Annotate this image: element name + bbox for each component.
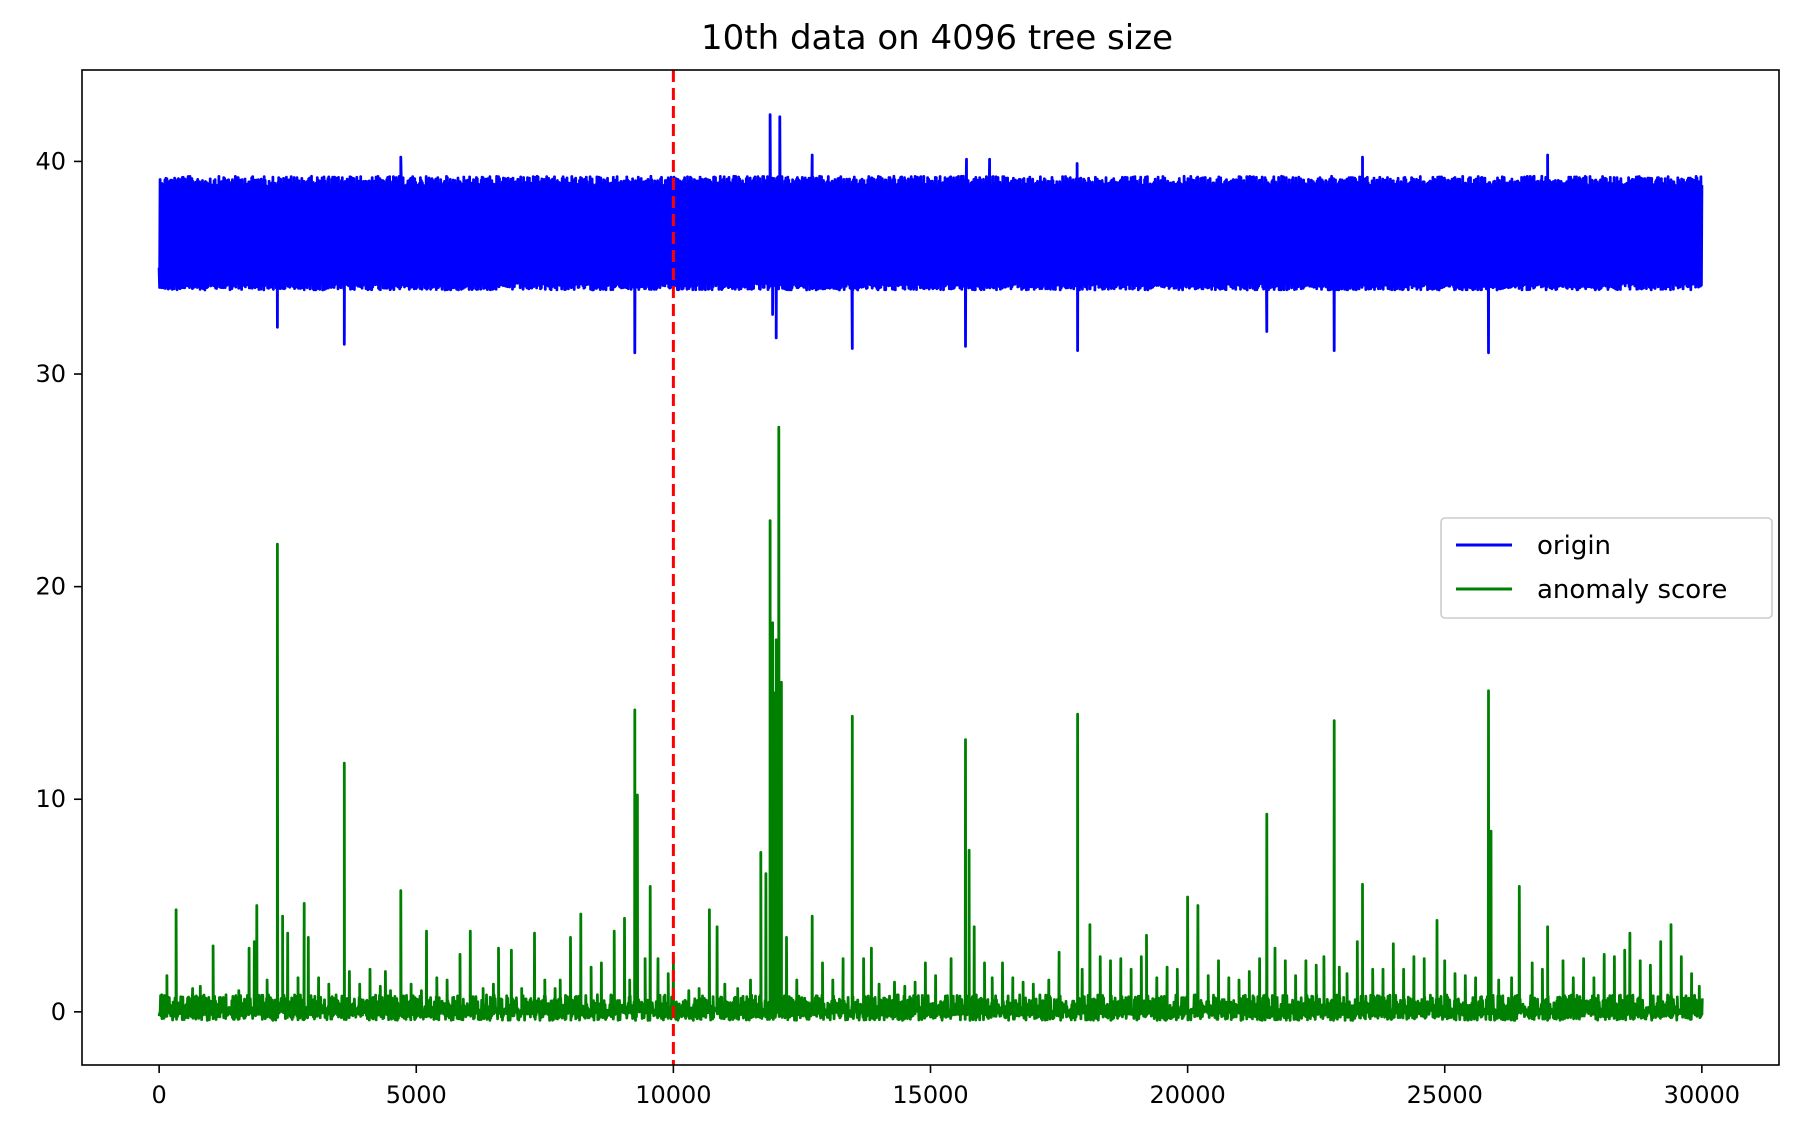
y-tick-label-2: 20 (35, 573, 66, 601)
x-tick-label-2: 10000 (635, 1081, 711, 1109)
chart-title: 10th data on 4096 tree size (701, 18, 1173, 58)
legend-box (1440, 517, 1773, 619)
legend: origin anomaly score (1440, 517, 1773, 619)
x-tick-label-6: 30000 (1664, 1081, 1740, 1109)
legend-label-origin: origin (1537, 531, 1611, 561)
y-tick-label-3: 30 (35, 360, 66, 388)
x-tick-label-0: 0 (151, 1081, 166, 1109)
y-tick-label-0: 0 (51, 998, 66, 1026)
x-tick-label-1: 5000 (386, 1081, 447, 1109)
x-tick-label-4: 20000 (1149, 1081, 1225, 1109)
axis-ticks: 0 5000 10000 15000 20000 25000 30000 0 10 20 30 40 (35, 147, 1740, 1109)
x-tick-label-5: 25000 (1407, 1081, 1483, 1109)
series-line-origin (157, 113, 1704, 355)
y-tick-label-1: 10 (35, 785, 66, 813)
x-tick-label-3: 15000 (892, 1081, 968, 1109)
plot-area (157, 70, 1704, 1065)
legend-label-anomaly-score: anomaly score (1537, 575, 1727, 605)
y-tick-label-4: 40 (35, 147, 66, 175)
series-line-anomaly-score (157, 425, 1704, 1022)
plot-frame (81, 69, 1780, 1066)
